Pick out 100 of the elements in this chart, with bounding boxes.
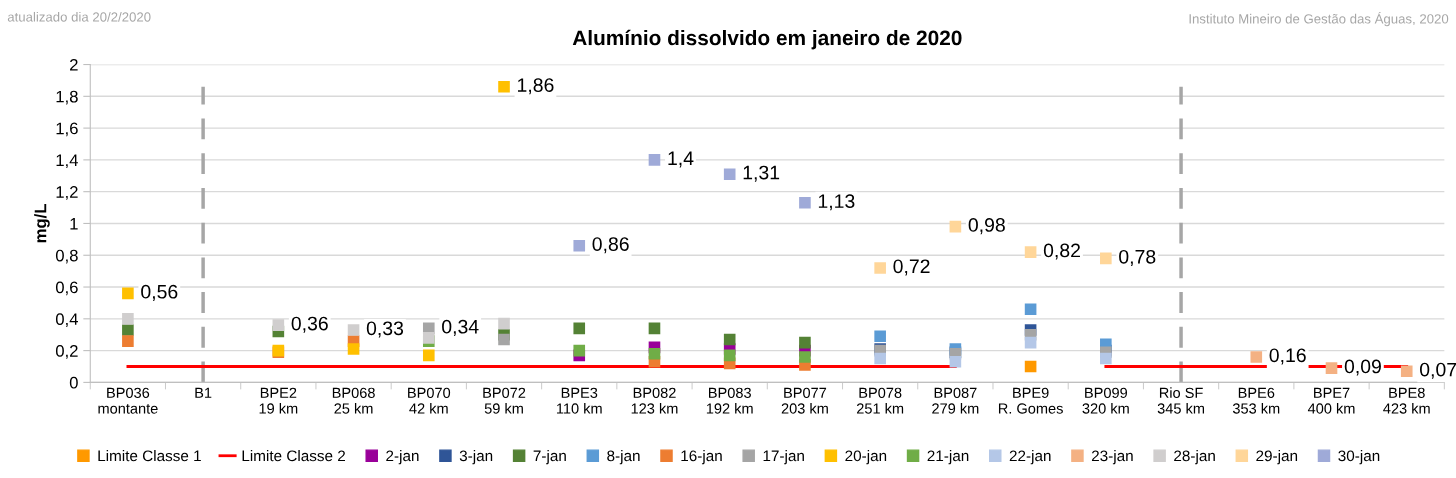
point (1325, 362, 1338, 374)
point (874, 262, 886, 274)
legend-label: 2-jan (386, 450, 419, 465)
point (723, 349, 736, 362)
point (347, 324, 360, 336)
y-axis-title: mg/L (34, 204, 50, 243)
legend-label: 17-jan (763, 450, 804, 465)
point (949, 355, 962, 368)
x-tick-label: BP077 203 km (781, 387, 828, 414)
data-label: 0,09 (1344, 359, 1381, 376)
legend-label: 21-jan (927, 450, 969, 465)
point (648, 347, 661, 360)
y-tick-label: 0,2 (55, 345, 78, 359)
legend-label: 7-jan (533, 450, 566, 465)
x-tick-label: BP068 25 km (332, 387, 375, 414)
point (498, 80, 510, 93)
legend-label: 23-jan (1091, 450, 1133, 465)
point (874, 352, 886, 365)
point (573, 322, 586, 335)
point (648, 322, 661, 335)
legend-label: Limite Classe 1 (98, 450, 201, 462)
legend-label: 3-jan (459, 450, 493, 465)
point (799, 196, 811, 209)
data-label: 0,86 (592, 237, 629, 254)
text: atualizado dia 20/2/2020 (7, 11, 151, 22)
data-label: 0,34 (442, 319, 479, 336)
point (122, 287, 134, 300)
x-tick-label: BPE6 353 km (1232, 387, 1280, 414)
x-tick-label: Rio SF 345 km (1157, 387, 1205, 414)
point (1024, 303, 1037, 316)
y-tick-label: 0,6 (55, 281, 78, 296)
x-tick-label: BP083 192 km (706, 387, 753, 414)
x-tick-label: BPE2 19 km (259, 387, 298, 414)
data-label: 0,07 (1420, 362, 1456, 379)
x-tick-label: BPE9 R. Gomes (998, 387, 1063, 414)
point (799, 351, 811, 363)
data-label: 1,4 (668, 151, 694, 168)
y-tick-label: 0,4 (55, 313, 78, 327)
data-label: 0,72 (893, 259, 930, 276)
x-tick-label: BPE3 110 km (556, 387, 602, 414)
point (1024, 336, 1037, 349)
chart-title: Alumínio dissolvido em janeiro de 2020 (572, 29, 962, 50)
point (1024, 360, 1037, 373)
text: Instituto Mineiro de Gestão das Águas, 2020 (1189, 11, 1449, 27)
x-tick-label: BP087 279 km (932, 387, 979, 414)
point (648, 154, 661, 166)
point (723, 333, 736, 346)
legend-label: 28-jan (1174, 450, 1215, 465)
legend-label: 20-jan (845, 450, 887, 465)
point (272, 319, 285, 331)
x-tick-label: BP070 42 km (408, 387, 451, 414)
data-label: 0,82 (1043, 243, 1080, 260)
point (573, 344, 586, 357)
data-label: 0,36 (291, 316, 328, 333)
legend-label: 16-jan (681, 450, 722, 465)
legend-label: 30-jan (1338, 450, 1380, 465)
x-tick-label: B1 (195, 387, 212, 398)
point (422, 349, 435, 362)
point (498, 317, 510, 330)
point (799, 336, 811, 349)
point (723, 168, 736, 181)
legend-label: 29-jan (1256, 450, 1298, 465)
x-tick-label: BP072 59 km (483, 387, 526, 414)
data-label: 1,13 (818, 194, 855, 211)
point (347, 343, 360, 355)
legend-label: Limite Classe 2 (242, 450, 345, 462)
data-label: 1,31 (743, 165, 780, 182)
x-tick-label: BP078 251 km (856, 387, 904, 414)
y-tick-label: 1,2 (56, 186, 78, 200)
y-tick-label: 0,8 (55, 249, 78, 264)
y-tick-label: 1 (70, 218, 78, 230)
legend-label: 22-jan (1009, 450, 1051, 465)
y-tick-label: 0 (69, 376, 78, 389)
point (498, 333, 510, 346)
point (949, 220, 962, 233)
data-label: 0,98 (968, 218, 1005, 235)
x-tick-label: BP099 320 km (1082, 387, 1129, 414)
data-label: 0,16 (1269, 348, 1306, 365)
data-label: 1,86 (518, 78, 554, 95)
x-tick-label: BP036 montante (98, 387, 158, 414)
point (1400, 365, 1413, 378)
data-label: 0,56 (141, 284, 178, 301)
point (1100, 352, 1112, 365)
x-tick-label: BP082 123 km (631, 387, 678, 414)
y-tick-label: 1,6 (56, 122, 78, 137)
data-label: 0,33 (366, 321, 404, 338)
point (1024, 246, 1037, 258)
y-tick-label: 1,4 (56, 154, 78, 169)
legend-label: 8-jan (607, 450, 640, 465)
point (573, 239, 586, 252)
data-label: 0,78 (1119, 249, 1156, 266)
x-tick-label: BPE7 400 km (1307, 387, 1355, 414)
point (122, 335, 134, 347)
point (1100, 252, 1112, 265)
x-tick-label: BPE8 423 km (1383, 387, 1430, 414)
point (1250, 351, 1263, 363)
y-tick-label: 1,8 (56, 90, 78, 105)
point (874, 330, 886, 343)
y-tick-label: 2 (70, 58, 78, 71)
point (122, 313, 134, 325)
